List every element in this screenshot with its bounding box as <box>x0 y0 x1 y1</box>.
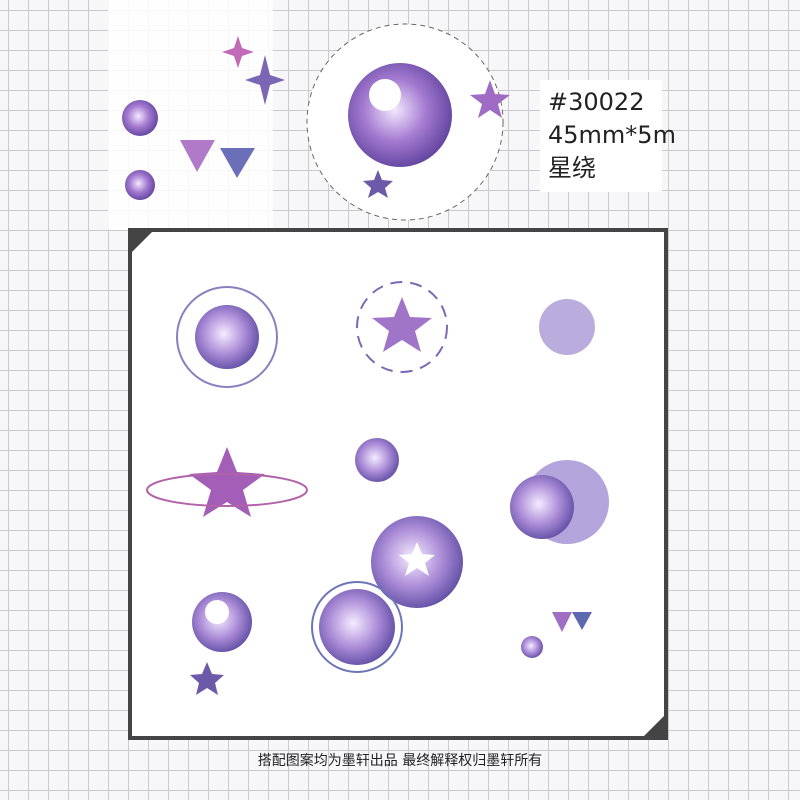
top-artwork <box>108 0 510 230</box>
product-code: #30022 <box>548 88 645 116</box>
product-name: 星绕 <box>548 154 596 182</box>
panel-artwork <box>132 232 664 736</box>
info-box: #30022 45mm*5m 星绕 <box>540 80 676 192</box>
sticker-panel <box>128 228 668 740</box>
footer-note: 搭配图案均为墨轩出品 最终解释权归墨轩所有 <box>257 753 543 769</box>
product-size: 45mm*5m <box>548 121 676 149</box>
